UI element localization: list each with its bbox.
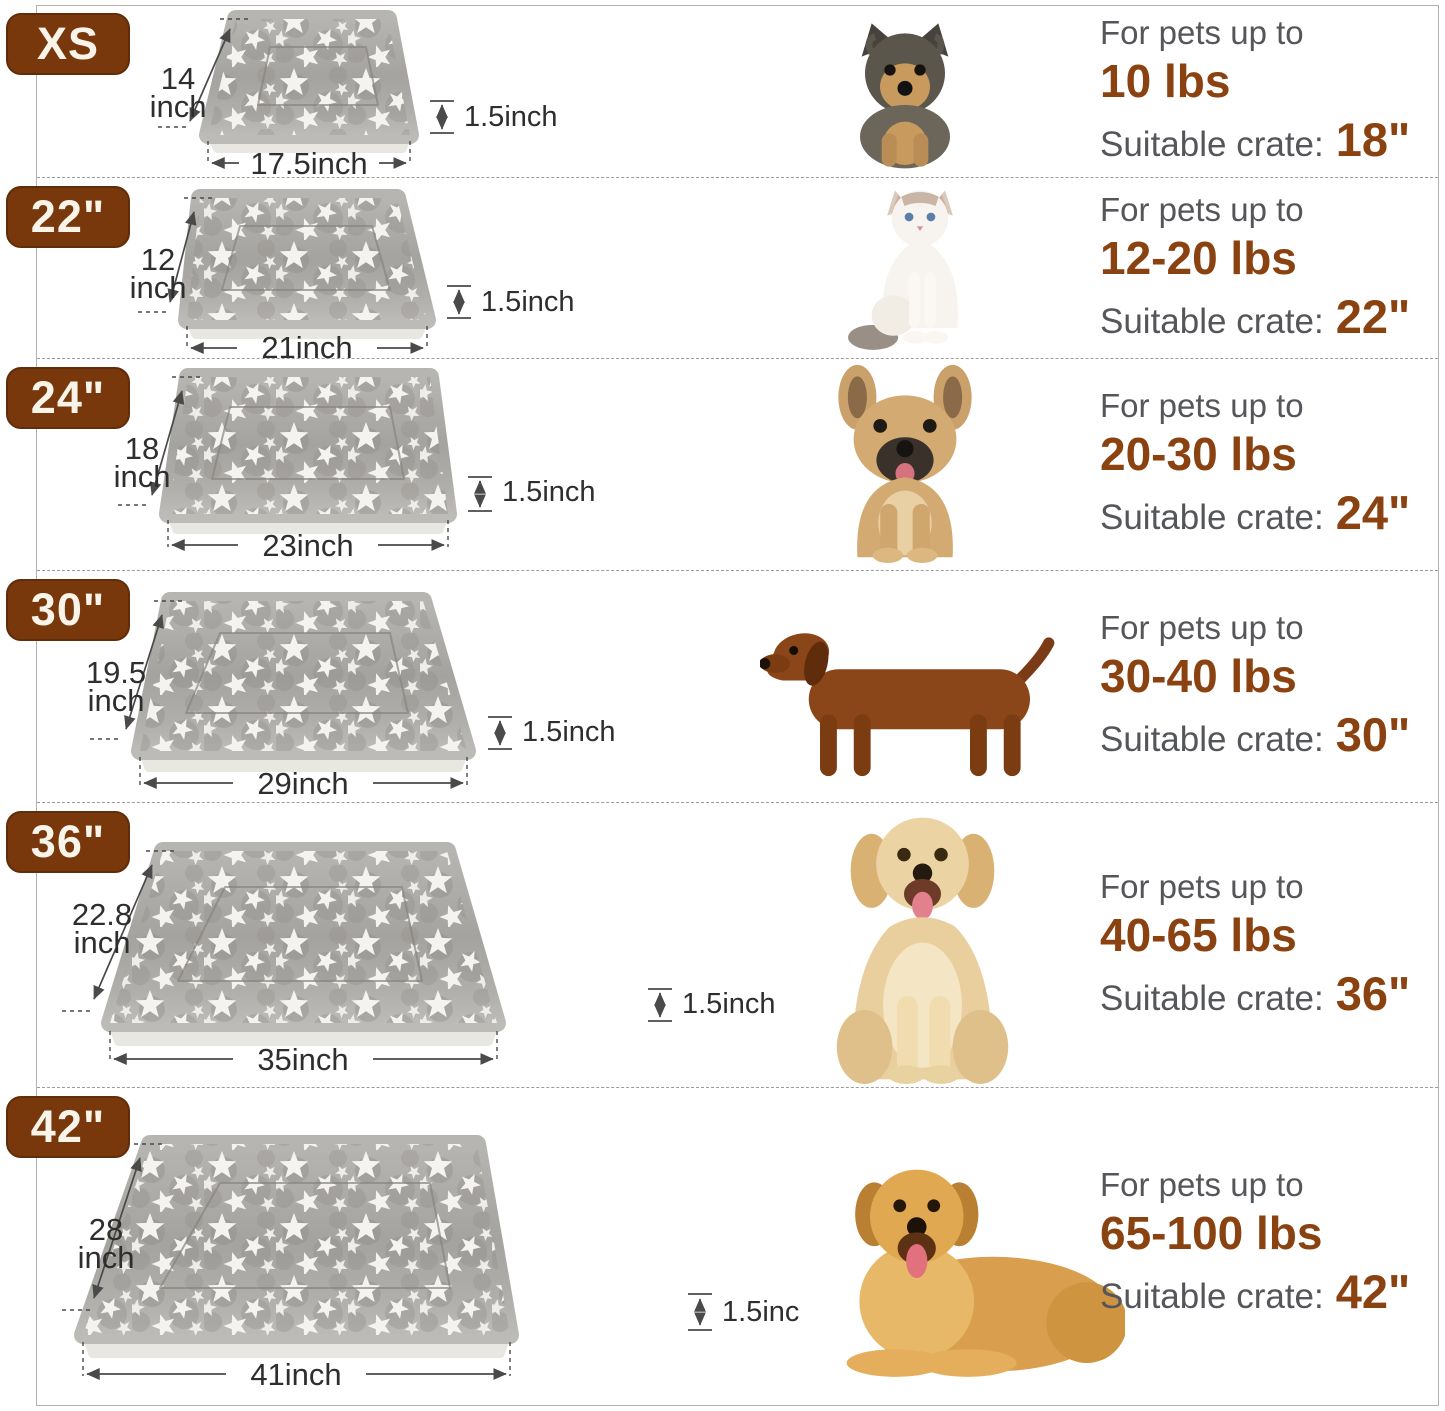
depth-unit: inch: [74, 925, 131, 960]
width-label: 41inch: [250, 1357, 341, 1392]
depth-value: 28: [89, 1212, 123, 1247]
crate-size: 36": [1335, 966, 1411, 1020]
info-block: For pets up to 30-40 lbs Suitable crate:…: [1100, 571, 1445, 803]
info-block: For pets up to 12-20 lbs Suitable crate:…: [1100, 178, 1445, 359]
crate-label: Suitable crate:: [1100, 498, 1324, 538]
info-line1: For pets up to: [1100, 867, 1304, 905]
pet-image-golden-retriever-lying: [846, 1169, 1125, 1377]
dimension-lines: [118, 376, 492, 551]
size-badge: 24": [6, 367, 130, 429]
info-weight: 20-30 lbs: [1100, 428, 1297, 480]
size-row-36: 36" 22.8 inch 35inch 1.5inch: [0, 803, 1445, 1088]
pet-image-golden-retriever-sitting: [836, 817, 1009, 1084]
mat-seam: [185, 632, 409, 714]
thickness-label: 1.5inch: [522, 716, 616, 748]
size-badge: XS: [6, 13, 130, 75]
info-weight: 40-65 lbs: [1100, 908, 1297, 961]
pet-image-french-bulldog: [838, 364, 972, 563]
crate-label: Suitable crate:: [1100, 978, 1324, 1018]
crate-size: 18": [1335, 112, 1411, 166]
mat-seam: [211, 406, 405, 480]
mat-seam: [159, 1182, 451, 1289]
size-badge: 42": [6, 1096, 130, 1158]
size-badge: 30": [6, 579, 130, 641]
info-block: For pets up to 20-30 lbs Suitable crate:…: [1100, 359, 1445, 571]
crate-label: Suitable crate:: [1100, 124, 1324, 164]
pet-image-dachshund: [760, 633, 1055, 777]
mat-seam: [177, 886, 423, 982]
depth-unit: inch: [114, 459, 171, 494]
depth-value: 12: [141, 242, 175, 277]
dimension-lines: [158, 18, 454, 169]
mat-diagram: 28 inch 41inch 1.5inch: [62, 1135, 800, 1392]
info-weight: 30-40 lbs: [1100, 650, 1297, 702]
crate-label: Suitable crate:: [1100, 720, 1324, 760]
thickness-label: 1.5inch: [722, 1296, 800, 1328]
width-label: 29inch: [257, 766, 348, 801]
dimension-lines: [62, 850, 672, 1065]
info-crate: Suitable crate: 36": [1100, 965, 1445, 1024]
crate-size: 30": [1335, 708, 1411, 762]
thickness-label: 1.5inch: [481, 286, 575, 318]
depth-value: 19.5: [86, 655, 146, 690]
crate-size: 22": [1335, 289, 1411, 343]
mat-diagram: 12 inch 21inch 1.5inch: [130, 189, 575, 359]
size-row-30: 30" 19.5 inch 29inch 1.5inch: [0, 571, 1445, 803]
mat-diagram: 22.8 inch 35inch 1.5inch: [62, 842, 776, 1077]
depth-value: 22.8: [72, 897, 132, 932]
mat-diagram: 18 inch 23inch 1.5inch: [114, 368, 596, 563]
size-chart: XS 14 inch 17.5inch 1.5inch: [0, 5, 1445, 1400]
dimension-lines: [138, 197, 471, 354]
size-row-xs: XS 14 inch 17.5inch 1.5inch: [0, 5, 1445, 178]
depth-value: 18: [125, 431, 159, 466]
dimension-lines: [90, 600, 512, 789]
size-row-22: 22" 12 inch 21inch 1.5inch: [0, 178, 1445, 359]
info-line1: For pets up to: [1100, 387, 1304, 425]
size-badge: 36": [6, 811, 130, 873]
depth-unit: inch: [130, 270, 187, 305]
width-label: 21inch: [261, 330, 352, 359]
thickness-label: 1.5inch: [682, 988, 776, 1020]
info-crate: Suitable crate: 24": [1100, 484, 1445, 543]
depth-value: 14: [161, 61, 195, 96]
thickness-label: 1.5inch: [464, 101, 558, 133]
crate-size: 24": [1335, 486, 1411, 540]
width-label: 23inch: [262, 528, 353, 563]
thickness-label: 1.5inch: [502, 476, 596, 508]
info-weight: 10 lbs: [1100, 54, 1231, 107]
info-crate: Suitable crate: 18": [1100, 111, 1445, 170]
info-line1: For pets up to: [1100, 13, 1304, 51]
depth-unit: inch: [88, 683, 145, 718]
crate-label: Suitable crate:: [1100, 301, 1324, 341]
pet-image-yorkshire-terrier-puppy: [860, 23, 950, 169]
info-weight: 65-100 lbs: [1100, 1207, 1323, 1259]
mat-diagram: 14 inch 17.5inch 1.5inch: [150, 10, 558, 178]
size-row-24: 24" 18 inch 23inch 1.5inch: [0, 359, 1445, 571]
size-badge: 22": [6, 186, 130, 248]
info-line1: For pets up to: [1100, 609, 1304, 647]
depth-unit: inch: [150, 89, 207, 124]
crate-size: 42": [1335, 1265, 1411, 1319]
info-block: For pets up to 10 lbs Suitable crate: 18": [1100, 5, 1445, 178]
mat-seam: [257, 46, 379, 106]
width-label: 35inch: [257, 1042, 348, 1077]
info-line1: For pets up to: [1100, 1166, 1304, 1204]
dimension-lines: [62, 1143, 712, 1380]
mat-diagram: 19.5 inch 29inch 1.5inch: [86, 592, 616, 801]
info-block: For pets up to 65-100 lbs Suitable crate…: [1100, 1088, 1445, 1400]
info-weight: 12-20 lbs: [1100, 231, 1297, 284]
mat-seam: [221, 225, 391, 291]
size-row-42: 42" 28 inch 41inch 1.5inch: [0, 1088, 1445, 1400]
width-label: 17.5inch: [250, 146, 367, 178]
info-block: For pets up to 40-65 lbs Suitable crate:…: [1100, 803, 1445, 1088]
info-line1: For pets up to: [1100, 190, 1304, 228]
info-crate: Suitable crate: 30": [1100, 706, 1445, 765]
depth-unit: inch: [78, 1240, 135, 1275]
info-crate: Suitable crate: 22": [1100, 288, 1445, 347]
crate-label: Suitable crate:: [1100, 1277, 1324, 1317]
pet-image-white-cat: [848, 190, 959, 350]
info-crate: Suitable crate: 42": [1100, 1263, 1445, 1322]
